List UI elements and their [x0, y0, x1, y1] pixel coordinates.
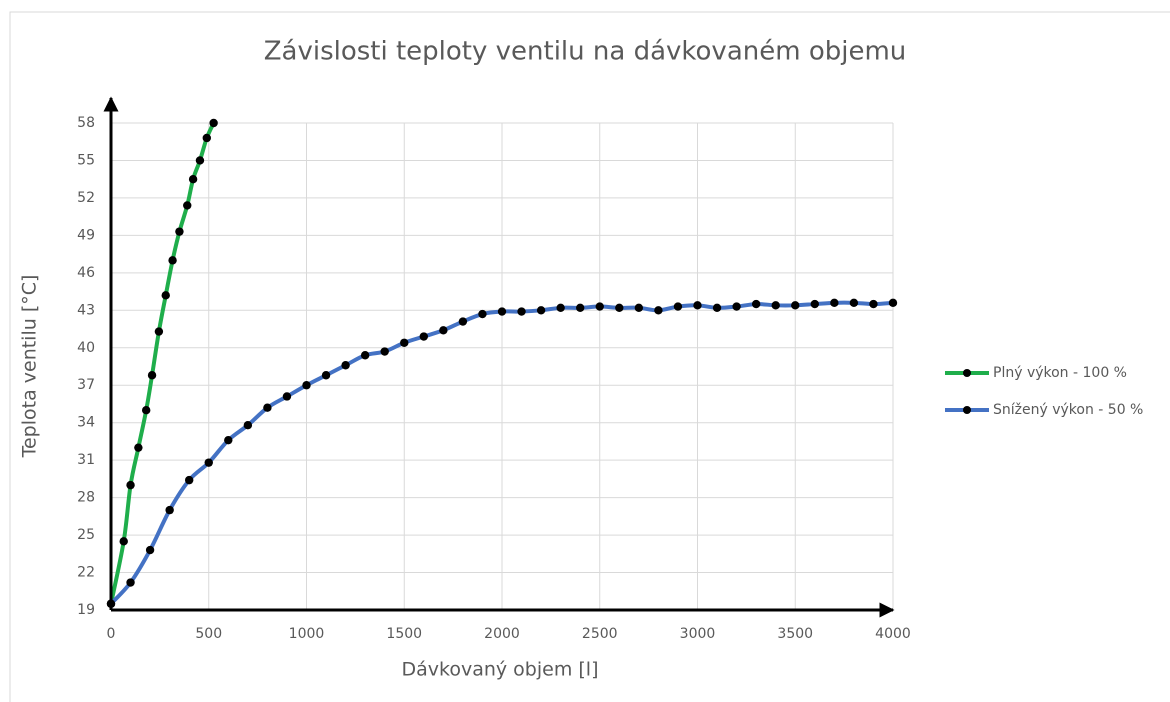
- y-tick-label: 55: [77, 152, 95, 168]
- data-point: [195, 156, 205, 165]
- data-point: [830, 298, 839, 308]
- data-point: [771, 301, 780, 310]
- y-tick-label: 43: [77, 302, 95, 318]
- data-point: [341, 361, 350, 370]
- data-point: [400, 338, 409, 347]
- data-point: [556, 303, 565, 313]
- data-point: [478, 309, 487, 319]
- data-point: [791, 301, 800, 310]
- y-tick-label: 28: [77, 490, 95, 506]
- data-point: [458, 317, 468, 326]
- chart-title: Závislosti teploty ventilu na dávkovaném…: [264, 37, 907, 67]
- data-point: [126, 480, 135, 490]
- data-point: [224, 435, 233, 445]
- y-tick-label: 46: [77, 265, 95, 281]
- data-point: [888, 298, 898, 308]
- data-point: [810, 299, 819, 309]
- series-line: [109, 122, 216, 605]
- data-point: [360, 351, 370, 360]
- data-point: [732, 302, 741, 311]
- data-point: [497, 307, 507, 316]
- y-tick-label: 22: [77, 565, 95, 581]
- y-axis-label: Teplota ventilu [°C]: [19, 275, 41, 459]
- legend-marker: [963, 369, 971, 377]
- x-tick-label: 3000: [680, 626, 716, 642]
- data-point: [595, 302, 604, 311]
- chart-frame: [9, 11, 1170, 702]
- data-point: [243, 420, 253, 430]
- y-tick-label: 31: [77, 452, 95, 468]
- data-point: [145, 545, 155, 555]
- y-tick-label: 49: [77, 227, 95, 243]
- legend-label: Snížený výkon - 50 %: [993, 402, 1143, 418]
- x-tick-label: 2500: [582, 626, 618, 642]
- data-point: [517, 307, 526, 316]
- data-point: [380, 347, 389, 356]
- x-tick-label: 1500: [386, 626, 422, 642]
- y-tick-label: 40: [77, 340, 95, 356]
- x-tick-label: 2000: [484, 626, 520, 642]
- y-tick-label: 34: [77, 415, 95, 431]
- data-point: [175, 227, 184, 236]
- y-tick-label: 58: [77, 115, 95, 131]
- data-point: [654, 306, 663, 315]
- data-point: [183, 201, 192, 210]
- data-point: [188, 174, 198, 184]
- data-point: [321, 371, 331, 380]
- data-point: [751, 299, 761, 309]
- y-tick-label: 19: [77, 602, 95, 618]
- x-tick-label: 4000: [875, 626, 911, 642]
- data-point: [165, 505, 174, 515]
- data-point: [673, 302, 683, 311]
- x-tick-label: 500: [195, 626, 222, 642]
- data-point: [154, 327, 164, 336]
- data-point: [141, 406, 151, 415]
- x-tick-label: 1000: [289, 626, 325, 642]
- data-point: [282, 392, 292, 401]
- data-point: [126, 578, 135, 587]
- y-tick-label: 37: [77, 377, 95, 393]
- legend-label: Plný výkon - 100 %: [993, 365, 1127, 381]
- data-point: [263, 403, 272, 412]
- legend-marker: [963, 406, 971, 414]
- data-point: [202, 133, 211, 143]
- data-point: [185, 475, 194, 485]
- data-point: [536, 306, 546, 315]
- y-tick-label: 25: [77, 527, 95, 543]
- y-tick-label: 52: [77, 190, 95, 206]
- x-tick-label: 3500: [777, 626, 813, 642]
- data-point: [634, 303, 644, 313]
- data-point: [302, 381, 311, 390]
- data-point: [161, 291, 170, 300]
- data-point: [147, 371, 157, 380]
- data-point: [576, 303, 585, 313]
- data-point: [849, 298, 859, 308]
- data-point: [134, 443, 143, 452]
- x-tick-label: 0: [107, 626, 116, 642]
- data-point: [693, 301, 702, 310]
- data-point: [439, 326, 448, 335]
- data-point: [869, 299, 878, 309]
- data-point: [168, 256, 177, 265]
- data-point: [119, 537, 128, 546]
- x-axis-label: Dávkovaný objem [l]: [402, 659, 599, 681]
- data-point: [209, 118, 218, 128]
- data-point: [204, 458, 213, 467]
- data-point: [419, 332, 428, 341]
- data-point: [712, 303, 722, 313]
- data-point: [615, 303, 624, 313]
